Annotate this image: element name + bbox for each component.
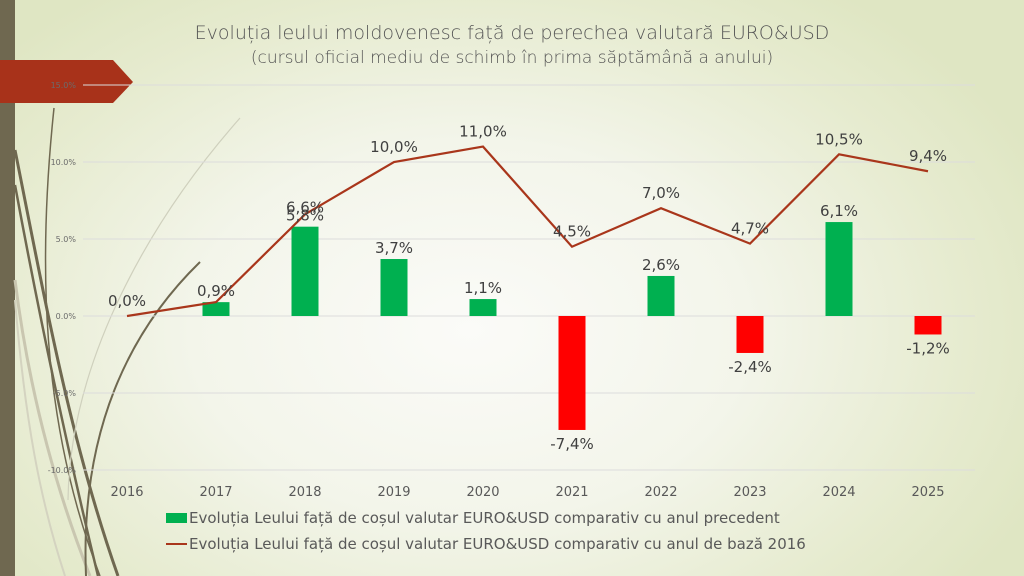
legend-item-bars: Evoluția Leului față de coșul valutar EU… [166,509,780,527]
bar-data-label: 2,6% [642,256,680,274]
bar [914,316,942,335]
x-tick-label: 2019 [377,485,410,500]
line-data-label: 9,4% [909,147,947,165]
bar-data-label: 1,1% [464,279,502,297]
line-data-label: 11,0% [459,123,507,141]
y-axis-ticks: 15.0% 10.0% 5.0% 0.0% -5.0% -10.0% [48,81,77,475]
data-labels: 0,9% 5,8% 3,7% 1,1% -7,4% 2,6% -2,4% 6,1% -1,2% 0… [108,123,950,453]
bar-data-label: -7,4% [550,435,594,453]
line-data-label: 0,0% [108,292,146,310]
chart-subtitle: (cursul oficial mediu de schimb în prima… [250,48,774,68]
line-data-label: 4,5% [553,223,591,241]
x-tick-label: 2017 [199,485,232,500]
chart-title: Evoluția leului moldovenesc față de pere… [194,22,830,44]
line-data-label: 10,0% [370,138,418,156]
bar-data-label: 3,7% [375,239,413,257]
x-axis-ticks: 2016 2017 2018 2019 2020 2021 2022 2023 2024 2025 [110,485,944,500]
x-tick-label: 2016 [110,485,143,500]
legend-bar-swatch [166,513,187,523]
legend-line-swatch [166,543,187,545]
bar-data-label: -2,4% [728,358,772,376]
line-data-label: 7,0% [642,184,680,202]
line-data-label: 6,6% [286,198,324,216]
bar [825,222,853,316]
line-data-label: 4,7% [731,220,769,238]
bar-data-label: 5,8% [286,207,324,225]
y-tick-label: 15.0% [51,81,77,90]
x-tick-label: 2024 [822,485,855,500]
legend-label-bars: Evoluția Leului față de coșul valutar EU… [189,509,780,527]
x-tick-label: 2018 [288,485,321,500]
line-series-path [126,145,929,318]
y-tick-label: 10.0% [51,158,77,167]
bar [736,316,764,353]
bar [202,302,230,316]
x-tick-label: 2021 [555,485,588,500]
bar [647,275,675,316]
bar-data-label: 6,1% [820,202,858,220]
x-tick-label: 2023 [733,485,766,500]
bar [380,259,408,316]
y-tick-label: 0.0% [56,312,77,321]
bar-data-label: -1,2% [906,339,950,357]
bar-series [202,222,942,430]
bar [469,299,497,316]
x-tick-label: 2025 [911,485,944,500]
line-series [126,145,929,318]
bar [291,226,319,316]
y-tick-label: -10.0% [48,466,77,475]
title-banner-arrow [0,60,133,103]
left-accent-bar [0,0,15,576]
y-tick-label: -5.0% [53,389,77,398]
y-tick-label: 5.0% [56,235,77,244]
legend-label-line: Evoluția Leului față de coșul valutar EU… [189,535,806,553]
x-tick-label: 2022 [644,485,677,500]
bar-data-label: 0,9% [197,282,235,300]
bar [558,316,586,430]
x-tick-label: 2020 [466,485,499,500]
line-data-label: 10,5% [815,130,863,148]
legend-item-line: Evoluția Leului față de coșul valutar EU… [166,535,806,553]
